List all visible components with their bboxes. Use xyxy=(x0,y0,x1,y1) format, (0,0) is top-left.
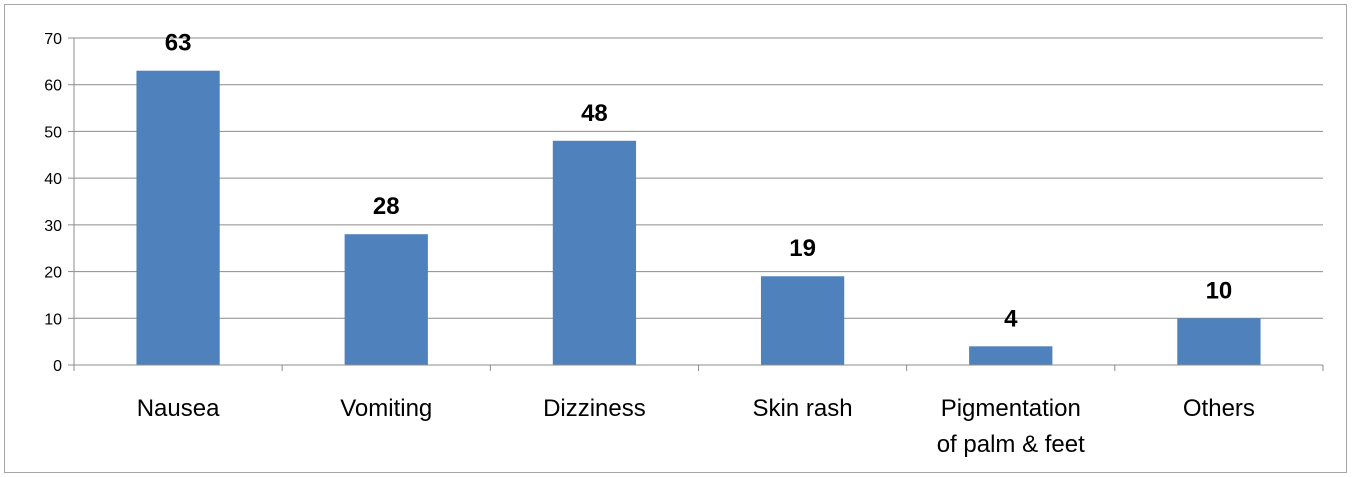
bars xyxy=(136,70,1261,365)
y-tick-label: 30 xyxy=(44,218,62,235)
bar xyxy=(1177,318,1261,365)
data-label: 19 xyxy=(789,235,816,262)
bar xyxy=(760,276,845,365)
data-label: 48 xyxy=(581,100,608,127)
y-tick-label: 0 xyxy=(53,358,62,375)
category-label: Pigmentation xyxy=(941,395,1081,422)
category-label: Others xyxy=(1183,395,1255,422)
data-label: 28 xyxy=(373,193,400,220)
category-label: of palm & feet xyxy=(937,431,1085,458)
category-label: Skin rash xyxy=(753,395,853,422)
y-tick-label: 40 xyxy=(44,171,62,188)
category-label: Nausea xyxy=(137,395,220,422)
data-label: 10 xyxy=(1206,277,1233,304)
y-tick-label: 60 xyxy=(44,78,62,95)
bar xyxy=(552,140,637,365)
bar xyxy=(969,346,1053,365)
gridlines xyxy=(74,37,1323,319)
category-label: Dizziness xyxy=(543,395,646,422)
y-tick-label: 50 xyxy=(44,124,62,141)
data-label: 63 xyxy=(165,30,192,57)
category-label: Vomiting xyxy=(340,395,432,422)
y-tick-label: 70 xyxy=(44,31,62,48)
y-tick-label: 20 xyxy=(44,265,62,282)
data-label: 4 xyxy=(1004,305,1018,332)
chart-frame xyxy=(4,4,1347,473)
bar xyxy=(136,70,220,365)
bar xyxy=(344,234,428,365)
axes xyxy=(68,37,1324,371)
labels: 0 10 20 30 40 50 60 70 63 Nausea 28 Vomiting 48 Dizzi… xyxy=(44,30,1255,458)
y-tick-label: 10 xyxy=(44,311,62,328)
